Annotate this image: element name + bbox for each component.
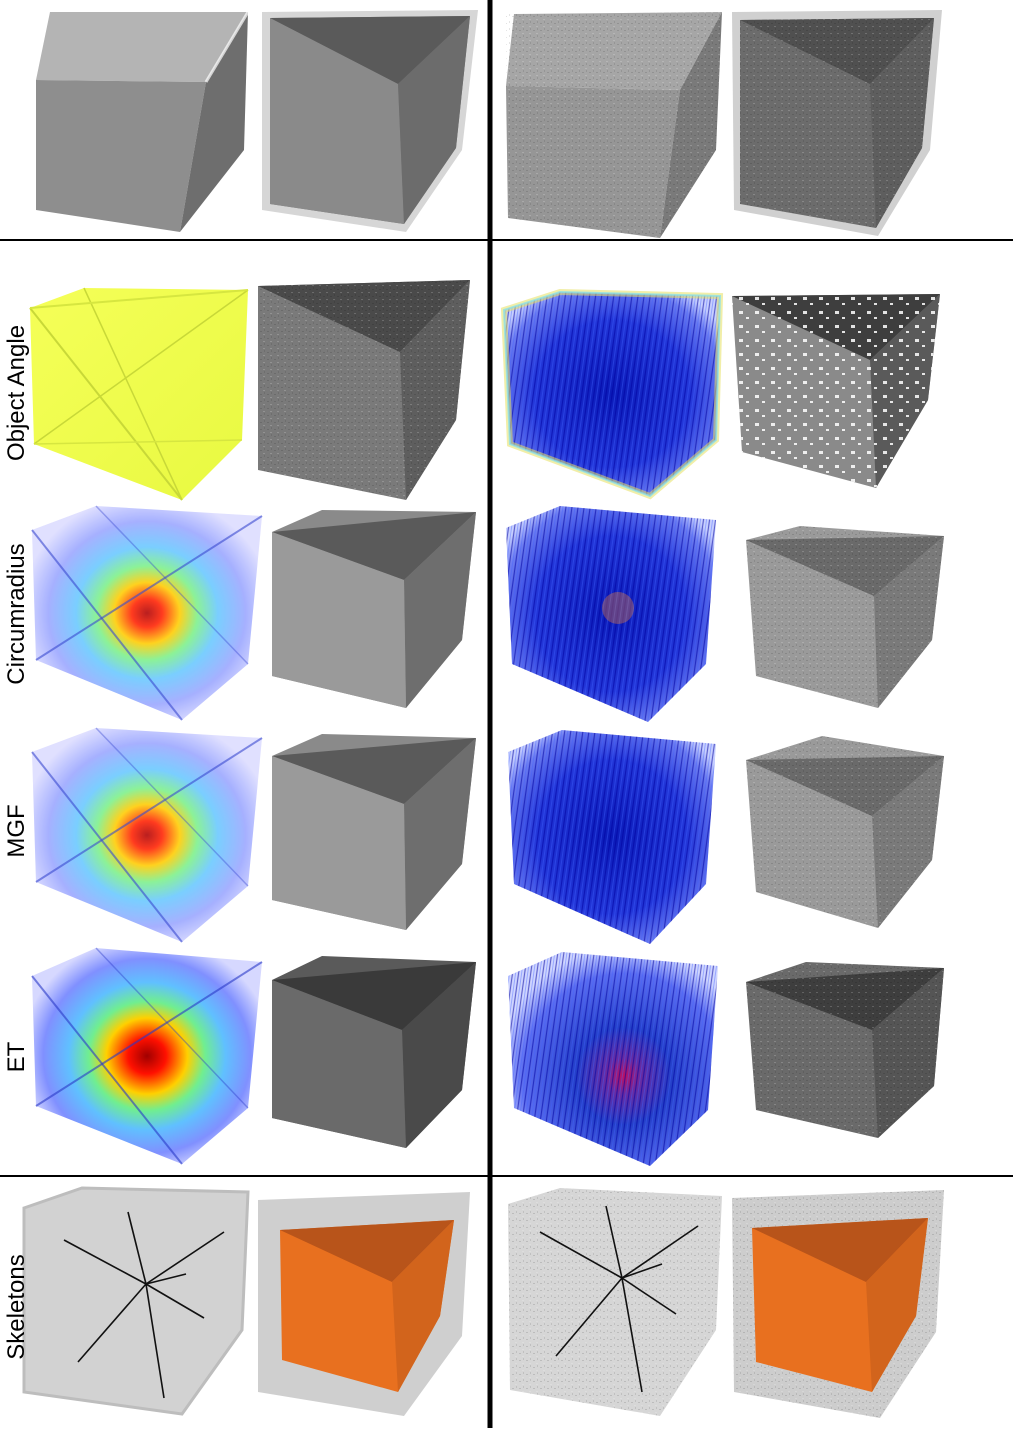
circumradius-colormap-cube (31, 505, 263, 721)
mgf-colormap-cube (31, 727, 263, 943)
skeleton-lines-icon (63, 1211, 225, 1399)
smooth-cube-render (36, 11, 250, 232)
skeleton-orange-noisy-cube (732, 1190, 944, 1418)
row-object-angle (29, 280, 940, 501)
circumradius-cutaway (272, 510, 476, 708)
row-skeletons (22, 1186, 944, 1418)
object-angle-noisy-colormap-cube (500, 288, 724, 500)
et-noisy-colormap-cube (508, 952, 718, 1166)
circumradius-noisy-colormap-cube (506, 506, 716, 722)
noisy-cube-render (506, 12, 722, 238)
skeleton-lines-noisy-cube (508, 1188, 722, 1416)
mgf-cutaway (272, 734, 476, 930)
mgf-noisy-cutaway (746, 736, 944, 928)
skeleton-lines-noisy-icon (539, 1205, 699, 1393)
et-cutaway (272, 956, 476, 1148)
row-mgf (31, 727, 944, 944)
et-noisy-cutaway (746, 962, 944, 1138)
skeleton-orange-cube (258, 1192, 470, 1416)
object-angle-noisy-cutaway (732, 294, 940, 488)
object-angle-cutaway (258, 280, 470, 500)
row-circumradius (31, 505, 944, 722)
row-label-skeletons: Skeletons (3, 1254, 30, 1360)
smooth-cutaway-render (262, 10, 478, 232)
object-angle-colormap-cube (29, 287, 249, 501)
row-label-mgf: MGF (3, 804, 30, 858)
row-label-et: ET (3, 1041, 30, 1073)
mgf-noisy-colormap-cube (508, 730, 716, 944)
row-surfaces (36, 10, 942, 238)
row-et (31, 947, 944, 1166)
et-colormap-cube (31, 947, 263, 1165)
skeleton-lines-cube (22, 1186, 250, 1416)
noisy-cutaway-render (732, 10, 942, 236)
circumradius-noisy-cutaway (746, 526, 944, 708)
